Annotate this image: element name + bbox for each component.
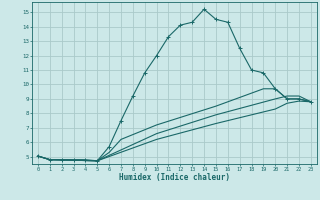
X-axis label: Humidex (Indice chaleur): Humidex (Indice chaleur) <box>119 173 230 182</box>
